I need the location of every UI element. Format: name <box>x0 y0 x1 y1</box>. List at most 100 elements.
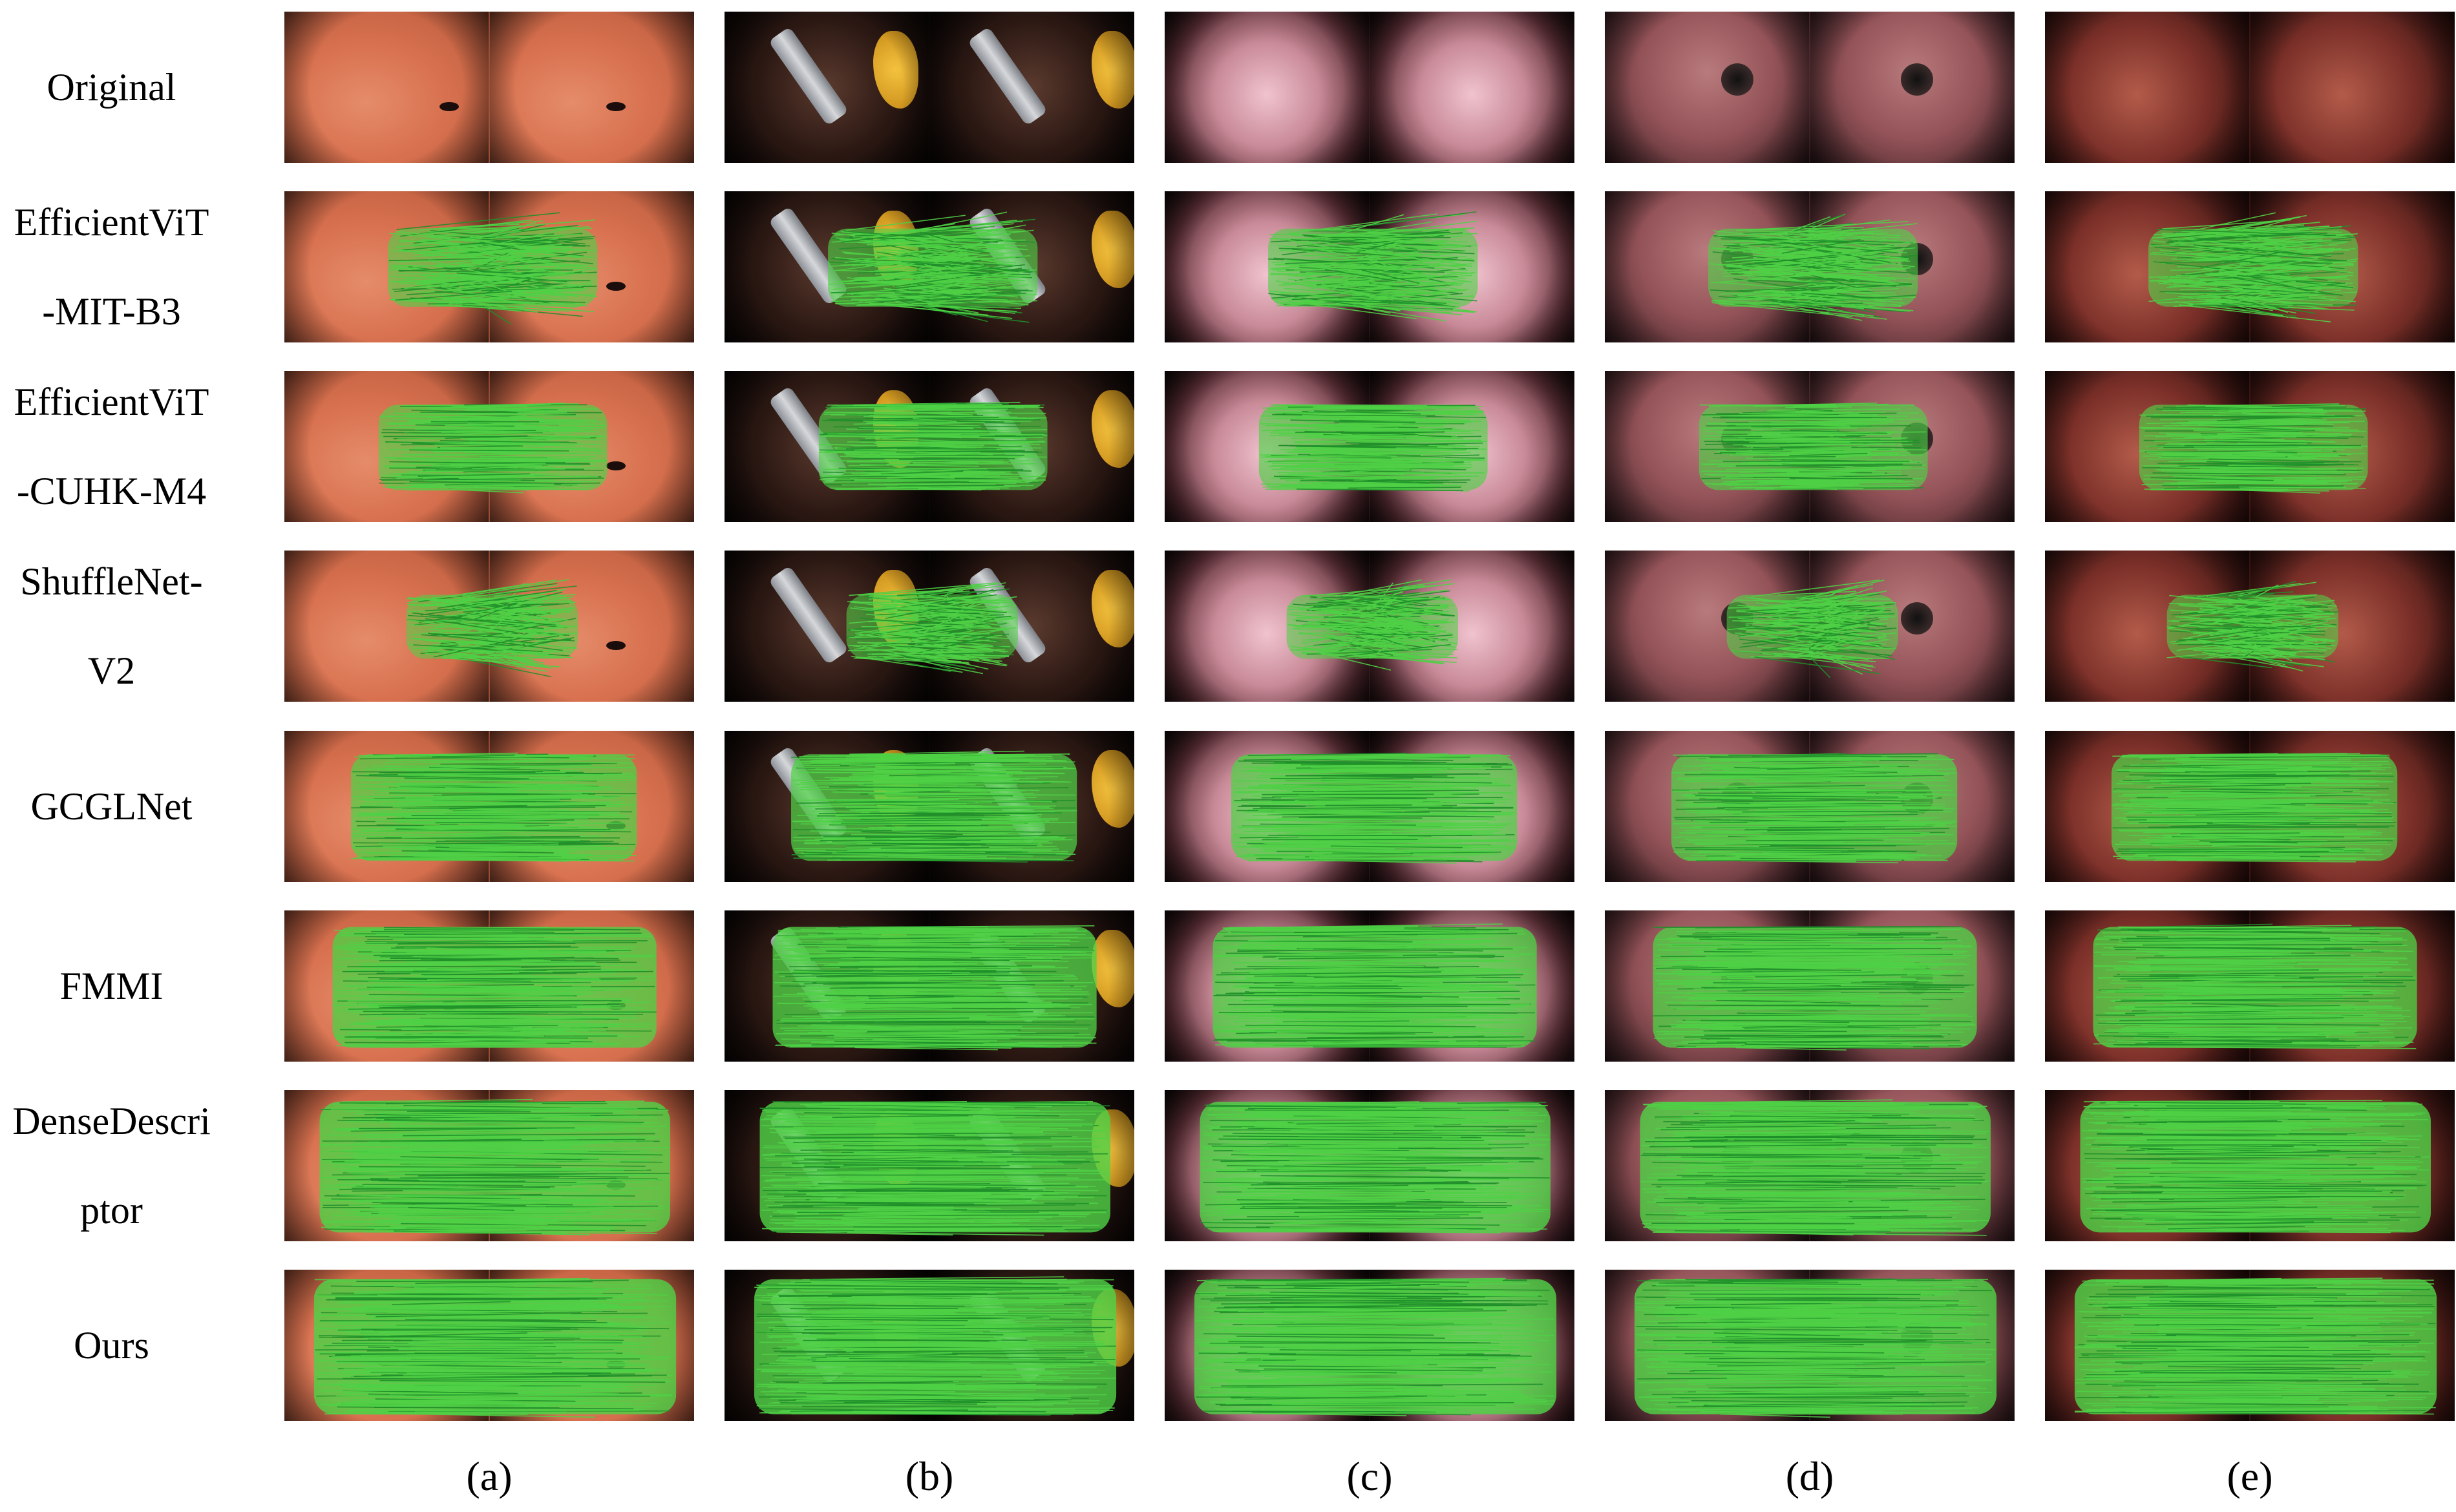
match-line <box>1725 251 1865 262</box>
match-line <box>1754 656 1881 675</box>
match-line <box>849 609 997 624</box>
match-line <box>2112 826 2389 829</box>
match-line <box>858 967 1068 969</box>
match-line <box>1760 764 1939 768</box>
match-line <box>882 249 979 255</box>
match-line <box>831 755 960 757</box>
match-line <box>1687 803 1936 808</box>
match-line <box>1717 777 1841 779</box>
match-line <box>849 750 1024 755</box>
match-line <box>412 954 551 957</box>
match-line <box>474 602 518 620</box>
match-line <box>1290 239 1438 246</box>
match-line <box>2175 233 2358 254</box>
match-line <box>1365 236 1463 246</box>
image-pair-effvit-mit-b3-d <box>1605 191 2015 342</box>
match-line <box>1353 632 1434 649</box>
match-line <box>396 212 560 231</box>
match-line <box>368 994 577 997</box>
match-line <box>916 430 987 432</box>
vignette <box>2045 12 2249 163</box>
match-line <box>418 473 530 477</box>
match-line <box>1348 487 1461 489</box>
match-line <box>390 950 512 952</box>
match-line <box>897 609 981 614</box>
match-line <box>454 247 570 251</box>
image-pair-gcglnet-a <box>284 731 694 882</box>
match-line <box>1265 812 1466 816</box>
match-line <box>347 965 595 967</box>
match-line <box>858 411 952 415</box>
match-line <box>2181 285 2337 298</box>
match-line <box>1234 841 1501 843</box>
match-line <box>861 625 1007 629</box>
match-line <box>2267 630 2320 634</box>
endoscopy-frame-right <box>930 551 1134 702</box>
vignette <box>2250 12 2455 163</box>
match-line <box>1318 240 1424 261</box>
match-line <box>913 602 992 620</box>
match-line <box>839 238 1027 247</box>
match-line <box>1316 248 1402 268</box>
vignette <box>284 12 489 163</box>
match-line <box>1777 636 1867 649</box>
match-line <box>2209 841 2289 843</box>
match-line <box>2215 645 2275 659</box>
match-line <box>1789 478 1913 479</box>
match-line <box>2124 805 2344 810</box>
match-line <box>361 804 635 806</box>
match-line <box>1335 579 1422 598</box>
match-line <box>415 427 604 430</box>
feature-match-overlay <box>2139 403 2368 494</box>
match-line <box>334 929 513 932</box>
match-line <box>412 638 555 657</box>
match-line <box>407 453 580 456</box>
match-line <box>1739 624 1841 638</box>
match-line <box>1318 792 1450 793</box>
match-line <box>1742 247 1903 266</box>
match-line <box>1275 810 1401 815</box>
feature-match-overlay <box>772 925 1097 1051</box>
match-line <box>900 623 988 631</box>
match-line <box>1755 626 1870 642</box>
match-line <box>1352 630 1390 638</box>
match-line <box>1673 814 1918 818</box>
match-line <box>888 297 951 300</box>
match-line <box>918 242 984 258</box>
match-line <box>1700 774 1882 778</box>
match-line <box>831 819 982 823</box>
match-line <box>1805 234 1916 244</box>
match-line <box>391 297 569 300</box>
match-line <box>1777 431 1898 436</box>
match-line <box>438 810 568 813</box>
match-line <box>915 452 993 456</box>
match-line <box>2141 428 2367 432</box>
match-line <box>441 652 548 672</box>
match-line <box>462 253 510 266</box>
match-line <box>1760 633 1835 647</box>
match-line <box>890 779 1043 783</box>
match-line <box>832 852 1033 857</box>
match-line <box>1340 292 1460 304</box>
match-line <box>1752 797 1905 802</box>
match-line <box>889 423 980 426</box>
match-line <box>1808 282 1861 288</box>
match-line <box>1758 818 1931 823</box>
match-line <box>421 219 596 235</box>
match-line <box>2201 425 2290 429</box>
match-line <box>2179 239 2332 250</box>
match-line <box>405 280 524 289</box>
match-line <box>1343 579 1452 597</box>
match-line <box>792 757 985 759</box>
match-line <box>857 428 997 431</box>
match-line <box>437 219 533 231</box>
match-line <box>873 1042 1097 1047</box>
match-line <box>1716 796 1844 799</box>
match-line <box>1324 280 1470 288</box>
match-line <box>1279 445 1438 448</box>
match-line <box>2154 439 2283 442</box>
match-line <box>2254 644 2292 662</box>
match-line <box>855 656 952 662</box>
match-line <box>2218 631 2332 649</box>
match-line <box>1351 607 1428 625</box>
